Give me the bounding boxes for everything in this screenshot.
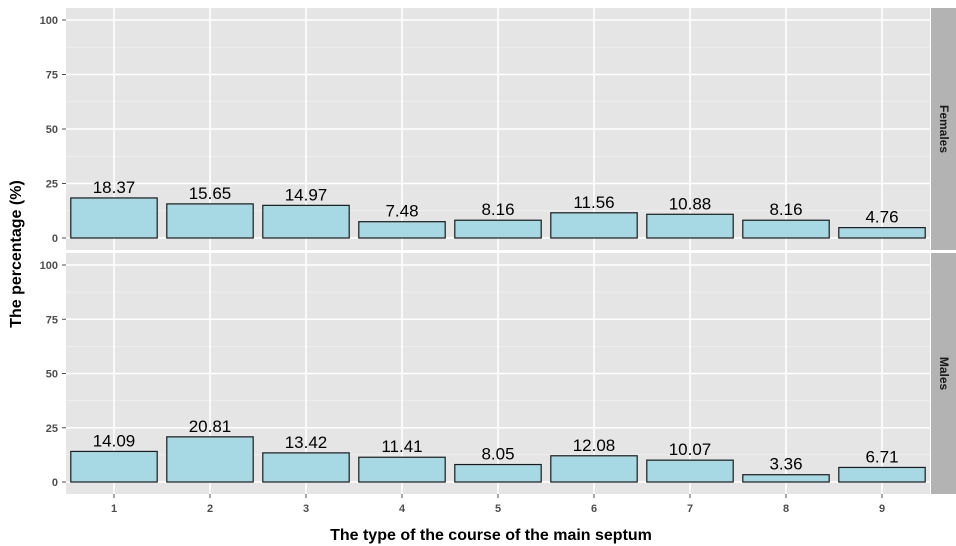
bar-males-6 xyxy=(550,455,638,483)
bar-value-label: 14.09 xyxy=(93,431,136,450)
bar-value-label: 3.36 xyxy=(769,455,802,474)
x-axis-ticks: 1 2 3 4 5 6 7 8 9 xyxy=(111,494,885,515)
bar-value-label: 15.65 xyxy=(189,184,232,203)
facet-strip xyxy=(931,253,956,494)
bar-males-1 xyxy=(70,450,158,483)
bar-value-label: 18.37 xyxy=(93,178,136,197)
bar-males-4 xyxy=(358,456,446,483)
x-tick-label: 3 xyxy=(303,503,309,515)
bar-males-3 xyxy=(262,452,350,483)
bar-males-2 xyxy=(166,436,254,483)
bar-males-8 xyxy=(742,474,830,483)
x-tick-label: 7 xyxy=(687,503,693,515)
y-tick-label: 0 xyxy=(52,233,58,245)
bar-females-4 xyxy=(358,221,446,239)
x-tick-label: 4 xyxy=(399,503,406,515)
x-tick-label: 9 xyxy=(879,503,885,515)
bar-value-label: 7.48 xyxy=(385,202,418,221)
bar-value-label: 13.42 xyxy=(285,433,328,452)
bar-value-label: 12.08 xyxy=(573,436,616,455)
y-tick-label: 50 xyxy=(46,369,58,381)
panel-females: 0 25 50 75 100 18.37 15.65 14.97 7.48 8.16 11.56 10… xyxy=(40,8,956,250)
y-tick-label: 0 xyxy=(52,477,58,489)
x-tick-label: 6 xyxy=(591,503,597,515)
x-tick-label: 5 xyxy=(495,503,501,515)
y-tick-label: 25 xyxy=(46,423,58,435)
bar-females-2 xyxy=(166,203,254,239)
bar-value-label: 10.88 xyxy=(669,194,712,213)
bar-males-9 xyxy=(838,466,926,483)
y-tick-label: 25 xyxy=(46,179,58,191)
bar-value-label: 14.97 xyxy=(285,185,328,204)
bar-value-label: 4.76 xyxy=(865,208,898,227)
bar-value-label: 20.81 xyxy=(189,417,232,436)
x-tick-label: 8 xyxy=(783,503,789,515)
bar-males-7 xyxy=(646,459,734,483)
y-tick-label: 100 xyxy=(40,260,58,272)
y-tick-label: 75 xyxy=(46,314,58,326)
bar-value-label: 11.56 xyxy=(573,193,614,212)
facet-strip xyxy=(931,8,956,250)
x-tick-label: 2 xyxy=(207,503,213,515)
facet-label: Females xyxy=(937,105,951,153)
bar-value-label: 8.16 xyxy=(769,200,802,219)
bar-females-6 xyxy=(550,212,638,239)
facet-label: Males xyxy=(937,357,951,391)
bar-females-9 xyxy=(838,227,926,239)
bar-value-label: 8.05 xyxy=(481,445,514,464)
panel-males: 0 25 50 75 100 14.09 20.81 13.42 11.41 8.05 12.08 1… xyxy=(40,253,956,494)
y-tick-label: 50 xyxy=(46,124,58,136)
bar-females-1 xyxy=(70,197,158,239)
panels: 0 25 50 75 100 18.37 15.65 14.97 7.48 8.16 11.56 10… xyxy=(40,8,956,494)
y-tick-label: 100 xyxy=(40,15,58,27)
x-tick-label: 1 xyxy=(111,503,117,515)
bar-males-5 xyxy=(454,463,542,483)
bar-females-7 xyxy=(646,213,734,239)
bar-value-label: 6.71 xyxy=(865,447,898,466)
y-axis-title: The percentage (%) xyxy=(8,180,25,328)
bar-value-label: 11.41 xyxy=(381,437,422,456)
bar-value-label: 8.16 xyxy=(481,200,514,219)
bar-females-5 xyxy=(454,219,542,239)
x-axis-title: The type of the course of the main septu… xyxy=(330,527,652,544)
bar-females-3 xyxy=(262,204,350,239)
y-tick-label: 75 xyxy=(46,70,58,82)
bar-value-label: 10.07 xyxy=(669,440,712,459)
bar-females-8 xyxy=(742,219,830,239)
